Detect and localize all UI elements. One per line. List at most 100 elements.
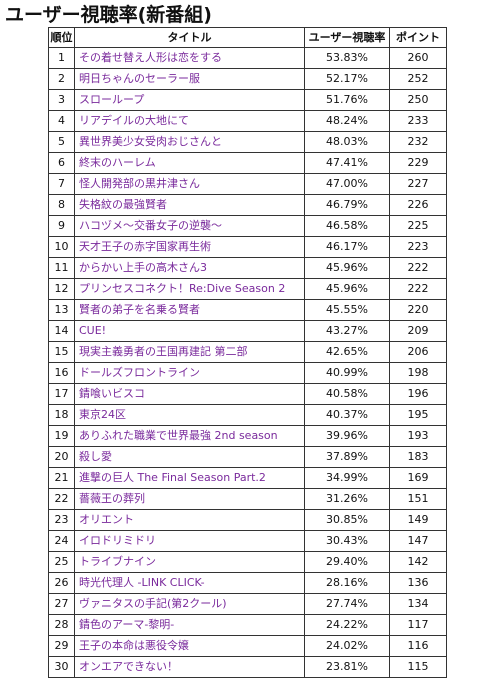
points-cell: 115 bbox=[389, 656, 447, 678]
points-cell: 136 bbox=[389, 572, 447, 594]
rank-cell: 11 bbox=[48, 257, 75, 279]
rank-cell: 22 bbox=[48, 488, 75, 510]
table-row: 30 オンエアできない！ 23.81% 115 bbox=[48, 656, 447, 678]
table-row: 28 錆色のアーマ-黎明- 24.22% 117 bbox=[48, 614, 447, 636]
header-points: ポイント bbox=[389, 27, 447, 48]
rank-cell: 26 bbox=[48, 572, 75, 594]
title-cell: 明日ちゃんのセーラー服 bbox=[74, 68, 305, 90]
points-cell: 134 bbox=[389, 593, 447, 615]
rank-cell: 10 bbox=[48, 236, 75, 258]
points-cell: 183 bbox=[389, 446, 447, 468]
rate-cell: 30.43% bbox=[304, 530, 390, 552]
rank-cell: 1 bbox=[48, 47, 75, 69]
table-row: 25 トライブナイン 29.40% 142 bbox=[48, 551, 447, 573]
title-cell: スローループ bbox=[74, 89, 305, 111]
table-row: 8 失格紋の最強賢者 46.79% 226 bbox=[48, 194, 447, 216]
title-cell: ヴァニタスの手記(第2クール) bbox=[74, 593, 305, 615]
rank-cell: 24 bbox=[48, 530, 75, 552]
table-row: 13 賢者の弟子を名乗る賢者 45.55% 220 bbox=[48, 299, 447, 321]
rate-cell: 30.85% bbox=[304, 509, 390, 531]
title-cell: 終末のハーレム bbox=[74, 152, 305, 174]
table-row: 29 王子の本命は悪役令嬢 24.02% 116 bbox=[48, 635, 447, 657]
title-cell: その着せ替え人形は恋をする bbox=[74, 47, 305, 69]
rank-cell: 23 bbox=[48, 509, 75, 531]
title-cell: ありふれた職業で世界最強 2nd season bbox=[74, 425, 305, 447]
rate-cell: 45.96% bbox=[304, 257, 390, 279]
rank-cell: 4 bbox=[48, 110, 75, 132]
title-cell: 怪人開発部の黒井津さん bbox=[74, 173, 305, 195]
rate-cell: 37.89% bbox=[304, 446, 390, 468]
rank-cell: 12 bbox=[48, 278, 75, 300]
title-cell: 異世界美少女受肉おじさんと bbox=[74, 131, 305, 153]
rank-cell: 16 bbox=[48, 362, 75, 384]
table-row: 24 イロドリミドリ 30.43% 147 bbox=[48, 530, 447, 552]
rate-cell: 43.27% bbox=[304, 320, 390, 342]
title-cell: トライブナイン bbox=[74, 551, 305, 573]
rank-cell: 29 bbox=[48, 635, 75, 657]
rank-cell: 14 bbox=[48, 320, 75, 342]
table-row: 20 殺し愛 37.89% 183 bbox=[48, 446, 447, 468]
title-cell: プリンセスコネクト！Re:Dive Season 2 bbox=[74, 278, 305, 300]
title-cell: 殺し愛 bbox=[74, 446, 305, 468]
points-cell: 209 bbox=[389, 320, 447, 342]
rate-cell: 47.41% bbox=[304, 152, 390, 174]
rank-cell: 21 bbox=[48, 467, 75, 489]
points-cell: 116 bbox=[389, 635, 447, 657]
table-header-row: 順位 タイトル ユーザー視聴率 ポイント bbox=[48, 27, 447, 48]
rate-cell: 34.99% bbox=[304, 467, 390, 489]
points-cell: 142 bbox=[389, 551, 447, 573]
rate-cell: 24.02% bbox=[304, 635, 390, 657]
rate-cell: 39.96% bbox=[304, 425, 390, 447]
title-cell: リアデイルの大地にて bbox=[74, 110, 305, 132]
rank-cell: 6 bbox=[48, 152, 75, 174]
rank-cell: 18 bbox=[48, 404, 75, 426]
rate-cell: 40.58% bbox=[304, 383, 390, 405]
title-cell: からかい上手の高木さん3 bbox=[74, 257, 305, 279]
rank-cell: 3 bbox=[48, 89, 75, 111]
rank-cell: 30 bbox=[48, 656, 75, 678]
points-cell: 229 bbox=[389, 152, 447, 174]
table-row: 18 東京24区 40.37% 195 bbox=[48, 404, 447, 426]
title-cell: 天才王子の赤字国家再生術 bbox=[74, 236, 305, 258]
points-cell: 225 bbox=[389, 215, 447, 237]
points-cell: 260 bbox=[389, 47, 447, 69]
table-row: 2 明日ちゃんのセーラー服 52.17% 252 bbox=[48, 68, 447, 90]
rank-cell: 19 bbox=[48, 425, 75, 447]
rate-cell: 47.00% bbox=[304, 173, 390, 195]
rank-cell: 9 bbox=[48, 215, 75, 237]
rank-cell: 20 bbox=[48, 446, 75, 468]
table-row: 17 錆喰いビスコ 40.58% 196 bbox=[48, 383, 447, 405]
rank-cell: 2 bbox=[48, 68, 75, 90]
rate-cell: 28.16% bbox=[304, 572, 390, 594]
table-row: 10 天才王子の赤字国家再生術 46.17% 223 bbox=[48, 236, 447, 258]
points-cell: 220 bbox=[389, 299, 447, 321]
table-row: 12 プリンセスコネクト！Re:Dive Season 2 45.96% 222 bbox=[48, 278, 447, 300]
title-cell: ドールズフロントライン bbox=[74, 362, 305, 384]
rate-cell: 45.96% bbox=[304, 278, 390, 300]
title-cell: 失格紋の最強賢者 bbox=[74, 194, 305, 216]
table-row: 21 進撃の巨人 The Final Season Part.2 34.99% 169 bbox=[48, 467, 447, 489]
rank-cell: 17 bbox=[48, 383, 75, 405]
table-row: 1 その着せ替え人形は恋をする 53.83% 260 bbox=[48, 47, 447, 69]
rate-cell: 51.76% bbox=[304, 89, 390, 111]
rate-cell: 42.65% bbox=[304, 341, 390, 363]
rank-cell: 7 bbox=[48, 173, 75, 195]
table-row: 15 現実主義勇者の王国再建記 第二部 42.65% 206 bbox=[48, 341, 447, 363]
points-cell: 169 bbox=[389, 467, 447, 489]
table-row: 19 ありふれた職業で世界最強 2nd season 39.96% 193 bbox=[48, 425, 447, 447]
rate-cell: 40.37% bbox=[304, 404, 390, 426]
rate-cell: 52.17% bbox=[304, 68, 390, 90]
rate-cell: 46.58% bbox=[304, 215, 390, 237]
rank-cell: 13 bbox=[48, 299, 75, 321]
rate-cell: 46.79% bbox=[304, 194, 390, 216]
page-title: ユーザー視聴率(新番組) bbox=[5, 4, 212, 26]
table-row: 6 終末のハーレム 47.41% 229 bbox=[48, 152, 447, 174]
rank-cell: 25 bbox=[48, 551, 75, 573]
title-cell: 現実主義勇者の王国再建記 第二部 bbox=[74, 341, 305, 363]
points-cell: 196 bbox=[389, 383, 447, 405]
title-cell: 錆喰いビスコ bbox=[74, 383, 305, 405]
rate-cell: 48.24% bbox=[304, 110, 390, 132]
points-cell: 223 bbox=[389, 236, 447, 258]
table-row: 5 異世界美少女受肉おじさんと 48.03% 232 bbox=[48, 131, 447, 153]
title-cell: CUE! bbox=[74, 320, 305, 342]
